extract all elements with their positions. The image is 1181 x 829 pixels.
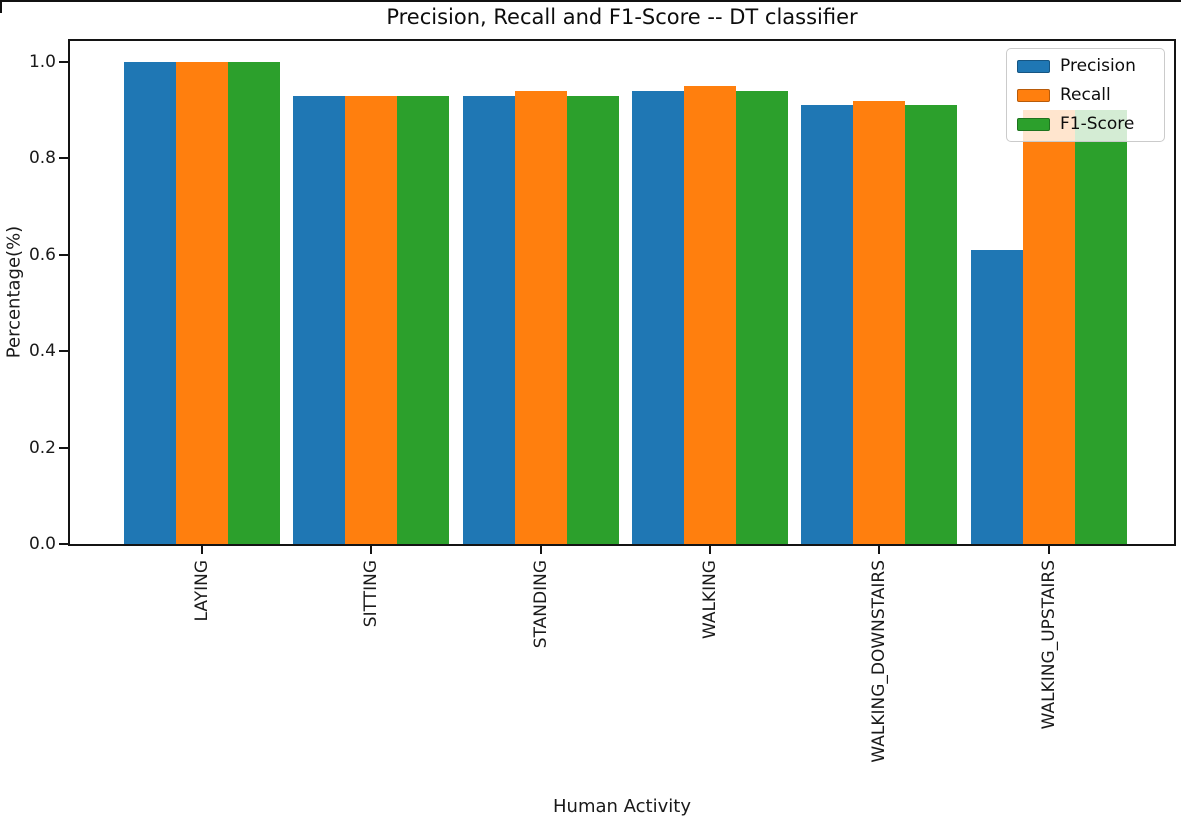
- legend-item-f1-score: F1-Score: [1017, 112, 1154, 136]
- bar-sitting-f1-score: [397, 95, 450, 544]
- y-tick-mark: [59, 543, 68, 545]
- bar-standing-recall: [514, 90, 567, 544]
- x-tick-label-text: WALKING: [699, 560, 720, 640]
- legend-label-recall: Recall: [1060, 85, 1111, 105]
- y-tick-label: 0.4: [28, 341, 56, 362]
- chart-title: Precision, Recall and F1-Score -- DT cla…: [386, 5, 858, 29]
- y-tick-label: 0.8: [28, 148, 56, 169]
- x-axis-label: Human Activity: [553, 796, 691, 817]
- x-tick-mark: [539, 546, 542, 554]
- x-tick-mark: [370, 546, 373, 554]
- x-tick-label-walking: WALKING: [698, 560, 722, 639]
- legend-swatch-recall: [1017, 88, 1050, 102]
- y-tick-label: 0.2: [28, 437, 56, 458]
- bar-walking-downstairs-f1-score: [905, 105, 958, 544]
- y-tick-label: 0.6: [28, 244, 56, 265]
- y-tick-mark: [59, 446, 68, 449]
- legend-label-f1-score: F1-Score: [1060, 114, 1135, 134]
- y-tick-mark: [59, 350, 68, 353]
- y-tick-mark: [59, 253, 68, 256]
- x-tick-mark: [201, 546, 203, 554]
- y-tick-mark: [59, 157, 68, 160]
- legend-item-precision: Precision: [1017, 54, 1154, 78]
- figure-border-left-stub: [0, 0, 2, 13]
- bar-laying-f1-score: [228, 62, 280, 544]
- y-tick-label: 1.0: [28, 52, 56, 72]
- bar-walking-upstairs-precision: [970, 249, 1023, 544]
- bar-walking-upstairs-recall: [1022, 110, 1075, 544]
- bar-laying-precision: [124, 62, 176, 544]
- x-tick-mark: [708, 546, 711, 554]
- x-tick-label-text: SITTING: [361, 560, 382, 628]
- x-tick-mark: [1047, 546, 1050, 554]
- bar-walking-downstairs-recall: [853, 100, 906, 544]
- x-tick-label-laying: LAYING: [190, 560, 214, 621]
- figure-border-top: [0, 0, 1181, 2]
- bar-sitting-precision: [293, 95, 346, 544]
- bar-walking-recall: [683, 86, 736, 544]
- bar-walking-downstairs-precision: [801, 105, 854, 544]
- bar-sitting-recall: [345, 95, 398, 544]
- x-tick-label-text: WALKING_UPSTAIRS: [1038, 560, 1059, 730]
- bar-walking-precision: [631, 90, 684, 544]
- bar-standing-f1-score: [566, 95, 619, 544]
- x-tick-label-text: STANDING: [530, 560, 551, 649]
- legend: Precision Recall F1-Score: [1006, 48, 1165, 142]
- x-tick-label-text: WALKING_DOWNSTAIRS: [869, 560, 890, 763]
- x-tick-mark: [878, 546, 881, 554]
- bar-walking-f1-score: [735, 90, 788, 544]
- x-tick-label-standing: STANDING: [529, 560, 553, 648]
- legend-swatch-precision: [1017, 59, 1050, 73]
- x-tick-label-sitting: SITTING: [359, 560, 383, 627]
- x-tick-label-text: LAYING: [192, 560, 212, 622]
- legend-swatch-f1-score: [1017, 117, 1050, 131]
- bar-standing-precision: [462, 95, 515, 544]
- y-tick-mark: [59, 61, 68, 63]
- bar-walking-upstairs-f1-score: [1074, 110, 1127, 544]
- y-tick-label: 0.0: [28, 534, 56, 554]
- legend-item-recall: Recall: [1017, 83, 1154, 107]
- bar-laying-recall: [176, 62, 228, 544]
- x-tick-label-walking-downstairs: WALKING_DOWNSTAIRS: [867, 560, 891, 763]
- x-tick-label-walking-upstairs: WALKING_UPSTAIRS: [1037, 560, 1061, 729]
- legend-label-precision: Precision: [1060, 56, 1136, 76]
